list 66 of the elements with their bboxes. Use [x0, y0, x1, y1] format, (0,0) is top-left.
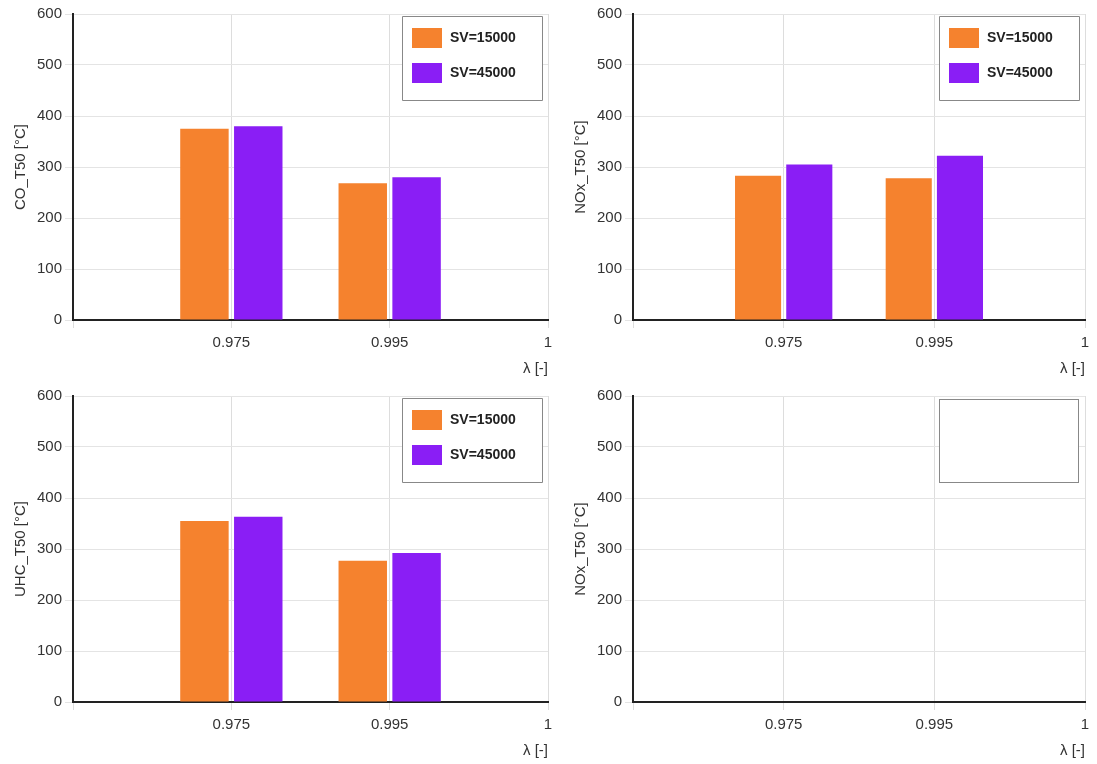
- y-tick-label: 600: [597, 4, 623, 22]
- bar: [234, 126, 283, 320]
- legend-label: SV=15000: [450, 28, 516, 45]
- y-tick-label: 200: [37, 208, 63, 226]
- y-axis-title: UHC_T50 [°C]: [11, 500, 29, 598]
- x-tick-label: 0.975: [212, 715, 251, 733]
- y-tick-label: 400: [37, 106, 63, 124]
- y-axis-title: CO_T50 [°C]: [11, 123, 29, 211]
- x-tick-label: 0.995: [915, 715, 954, 733]
- y-tick-label: 0: [53, 310, 63, 328]
- legend-label: SV=15000: [987, 28, 1053, 45]
- y-tick-label: 600: [37, 4, 63, 22]
- y-tick-label: 100: [37, 641, 63, 659]
- y-tick-label: 300: [37, 539, 63, 557]
- x-tick-label: 0.975: [212, 333, 251, 351]
- legend-label: SV=45000: [450, 63, 516, 80]
- x-axis-title: λ [-]: [523, 741, 548, 759]
- bar: [180, 520, 229, 702]
- y-tick-label: 100: [597, 641, 623, 659]
- y-axis-title: NOx_T50 [°C]: [571, 502, 589, 596]
- y-tick-label: 0: [613, 692, 623, 710]
- x-tick-label: 1: [1080, 715, 1090, 733]
- y-tick-label: 600: [597, 386, 623, 404]
- y-tick-label: 600: [37, 386, 63, 404]
- y-tick-label: 500: [597, 437, 623, 455]
- x-axis-title: λ [-]: [1060, 741, 1085, 759]
- bar: [735, 175, 782, 320]
- bar: [338, 183, 387, 320]
- y-tick-label: 0: [53, 692, 63, 710]
- bar: [338, 560, 387, 702]
- x-tick-label: 0.995: [370, 715, 409, 733]
- y-tick-label: 100: [597, 259, 623, 277]
- x-tick-label: 0.995: [915, 333, 954, 351]
- bar: [786, 164, 833, 320]
- bar: [392, 177, 441, 320]
- bar: [936, 155, 984, 320]
- bar: [885, 178, 932, 320]
- y-tick-label: 0: [613, 310, 623, 328]
- y-tick-label: 500: [37, 437, 63, 455]
- x-tick-label: 1: [1080, 333, 1090, 351]
- y-tick-label: 500: [597, 55, 623, 73]
- x-axis-title: λ [-]: [1060, 359, 1085, 377]
- x-tick-label: 1: [543, 715, 553, 733]
- legend-label: SV=45000: [987, 63, 1053, 80]
- y-tick-label: 400: [597, 106, 623, 124]
- x-tick-label: 0.995: [370, 333, 409, 351]
- y-tick-label: 200: [37, 590, 63, 608]
- legend-label: SV=45000: [450, 445, 516, 462]
- y-tick-label: 200: [597, 590, 623, 608]
- bar: [180, 128, 229, 320]
- x-tick-label: 0.975: [764, 333, 803, 351]
- y-tick-label: 300: [597, 539, 623, 557]
- x-axis-title: λ [-]: [523, 359, 548, 377]
- y-tick-label: 200: [597, 208, 623, 226]
- y-tick-label: 500: [37, 55, 63, 73]
- y-tick-label: 400: [37, 488, 63, 506]
- y-axis-title: NOx_T50 [°C]: [571, 120, 589, 214]
- y-tick-label: 300: [597, 157, 623, 175]
- x-tick-label: 1: [543, 333, 553, 351]
- bar: [234, 516, 283, 702]
- legend-label: SV=15000: [450, 410, 516, 427]
- y-tick-label: 100: [37, 259, 63, 277]
- bar: [392, 553, 441, 702]
- x-tick-label: 0.975: [764, 715, 803, 733]
- y-tick-label: 300: [37, 157, 63, 175]
- y-tick-label: 400: [597, 488, 623, 506]
